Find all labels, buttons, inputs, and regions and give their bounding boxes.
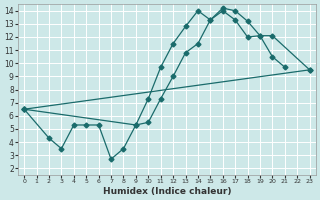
X-axis label: Humidex (Indice chaleur): Humidex (Indice chaleur): [103, 187, 231, 196]
